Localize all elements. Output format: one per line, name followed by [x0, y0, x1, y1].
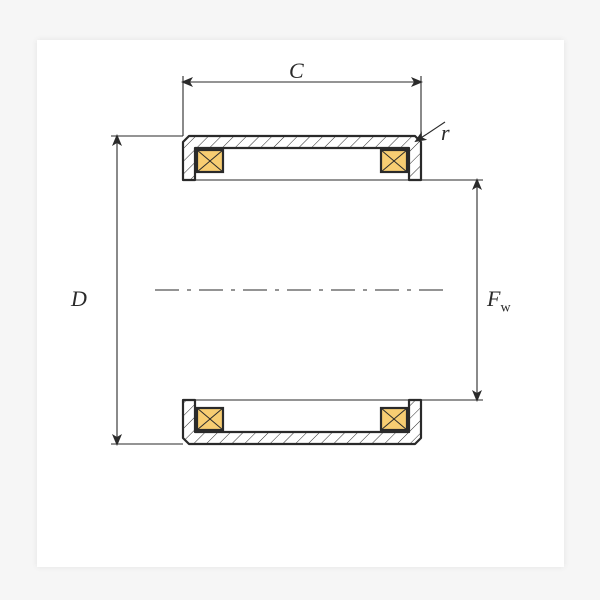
dim-label-D: D — [71, 286, 87, 312]
dim-label-Fw: Fw — [487, 286, 511, 316]
drawing-canvas: C D Fw r — [37, 40, 564, 567]
dim-label-C: C — [289, 58, 304, 84]
diagram-svg — [37, 40, 564, 567]
dim-label-r: r — [441, 120, 450, 146]
